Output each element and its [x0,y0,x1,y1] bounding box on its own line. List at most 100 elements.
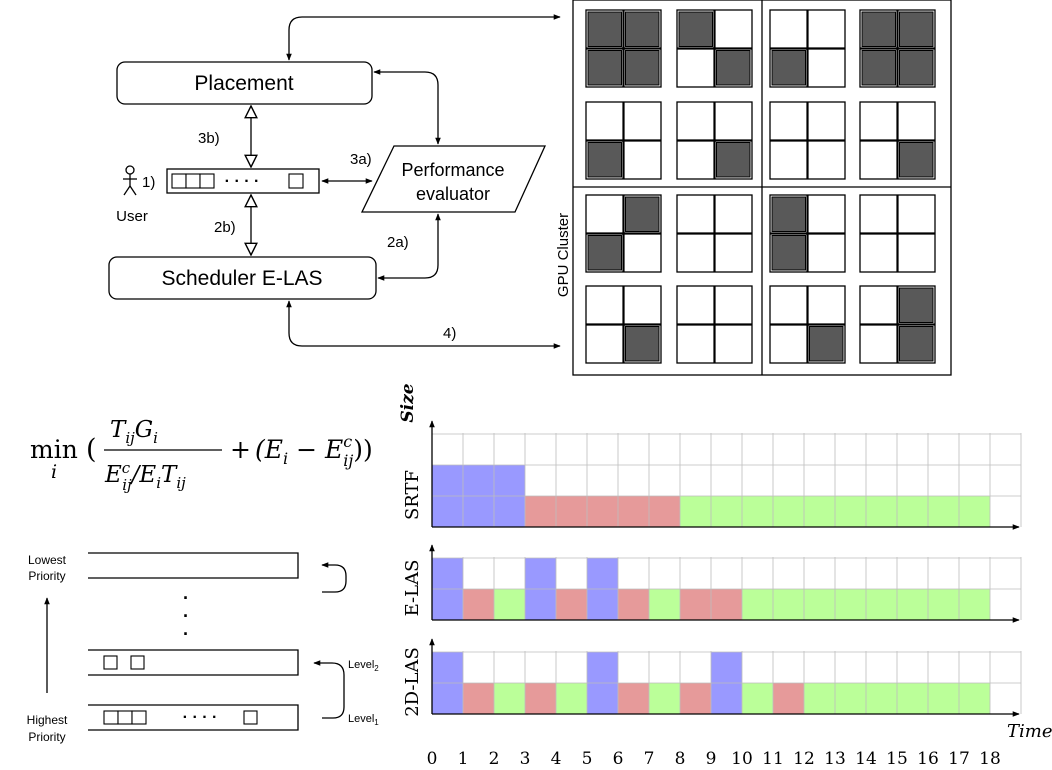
x-tick-label: 9 [706,749,717,769]
x-tick-label: 12 [793,749,815,769]
step-1-label: 1) [142,174,155,191]
formula-denominator: Ec ij/EiTij [104,459,186,494]
gpu-node [585,285,662,364]
queue-lowest [88,552,299,579]
gpu-occupied [716,50,751,86]
x-tick-label: 8 [675,749,686,769]
gantt-bar-red [773,683,804,714]
priority-queues: Lowest Priority Highest Priority · · · ·… [27,552,379,744]
highest-priority-label-2: Priority [28,730,65,744]
gpu-node [859,285,936,364]
vdot-3: · [183,624,189,644]
gpu-node [676,285,753,364]
x-tick-label: 3 [520,749,531,769]
formula-plus: + [230,435,251,464]
demote-arrow-level [313,660,345,719]
queue-level1-ellipsis: · · · · [183,709,218,726]
gantt-bar-green [494,683,525,714]
arrow-placement-cluster [286,14,561,61]
evaluator-label-line1: Performance [401,160,504,180]
gpu-node [676,194,753,273]
arrow-4 [286,300,561,349]
gpu-occupied [587,50,622,86]
x-tick-label: 6 [613,749,624,769]
user-icon [123,165,137,196]
gpu-node [585,9,662,88]
system-diagram: Placement Scheduler E-LAS Performance ev… [108,14,561,349]
queue-jobs [171,173,304,189]
gpu-occupied [899,11,934,47]
gpu-occupied [625,196,660,232]
x-tick-label: 10 [731,749,753,769]
gpu-node [676,9,753,88]
lowest-priority-label-1: Lowest [28,553,67,567]
demote-arrow-top [321,562,347,593]
row-label: 2D-LAS [402,647,423,717]
x-tick-label: 13 [824,749,846,769]
gantt-bar-green [556,683,587,714]
gpu-node [769,194,846,273]
gantt-bar-green [649,683,680,714]
gpu-occupied [625,326,660,362]
gpu-occupied [899,326,934,362]
x-tick-label: 7 [644,749,655,769]
gpu-node [769,285,846,364]
gpu-occupied [809,326,844,362]
objective-formula: min i ( TijGi Ec ij/EiTij + (Ei − Ec ij)) [30,417,373,494]
x-tick-label: 18 [979,749,1001,769]
step-4-label: 4) [443,325,456,342]
scheduler-box [108,256,377,300]
placement-box [116,61,373,105]
row-label: E-LAS [402,560,423,617]
performance-evaluator-box [360,145,547,213]
x-tick-label: 1 [458,749,469,769]
gpu-occupied [771,50,806,86]
x-tick-label: 5 [582,749,593,769]
gpu-node [769,9,846,88]
gpu-occupied [861,11,896,47]
gantt-axes [429,420,1020,717]
gantt-bar-green [742,683,773,714]
gpu-cluster: GPU Cluster [555,0,952,376]
x-tick-label: 15 [886,749,908,769]
gpu-occupied [899,287,934,323]
gpu-nodes [585,9,936,364]
gantt-bar-green [494,589,525,620]
user-label: User [116,208,148,225]
x-tick-label: 16 [917,749,939,769]
gpu-occupied [899,142,934,178]
gpu-node [585,101,662,180]
step-3a-label: 3a) [350,151,372,168]
formula-min: min [30,435,78,464]
queue-level2 [88,649,299,676]
gantt-bar-red [525,496,680,527]
evaluator-label-line2: evaluator [416,184,490,204]
gpu-node [859,194,936,273]
x-tick-label: 2 [489,749,500,769]
gpu-occupied [587,142,622,178]
lowest-priority-label-2: Priority [28,569,65,583]
placement-label: Placement [194,72,293,95]
vdot-2: · [183,606,189,626]
step-2a-label: 2a) [387,234,409,251]
gantt-bar-red [525,683,556,714]
x-tick-label: 11 [762,749,784,769]
gpu-node [859,101,936,180]
x-axis-title: Time [1007,721,1052,742]
gpu-occupied [716,142,751,178]
scheduler-label: Scheduler E-LAS [161,267,322,290]
gantt-bar-red [463,589,494,620]
formula-lparen: ( [86,434,97,465]
gpu-occupied [861,50,896,86]
gpu-node [859,9,936,88]
gpu-occupied [587,235,622,271]
gpu-occupied [625,50,660,86]
gpu-cluster-label: GPU Cluster [555,213,572,297]
row-label: SRTF [402,470,423,520]
step-3b-label: 3b) [198,130,220,147]
arrow-2a [377,213,441,281]
arrow-placement-evaluator [373,69,441,145]
